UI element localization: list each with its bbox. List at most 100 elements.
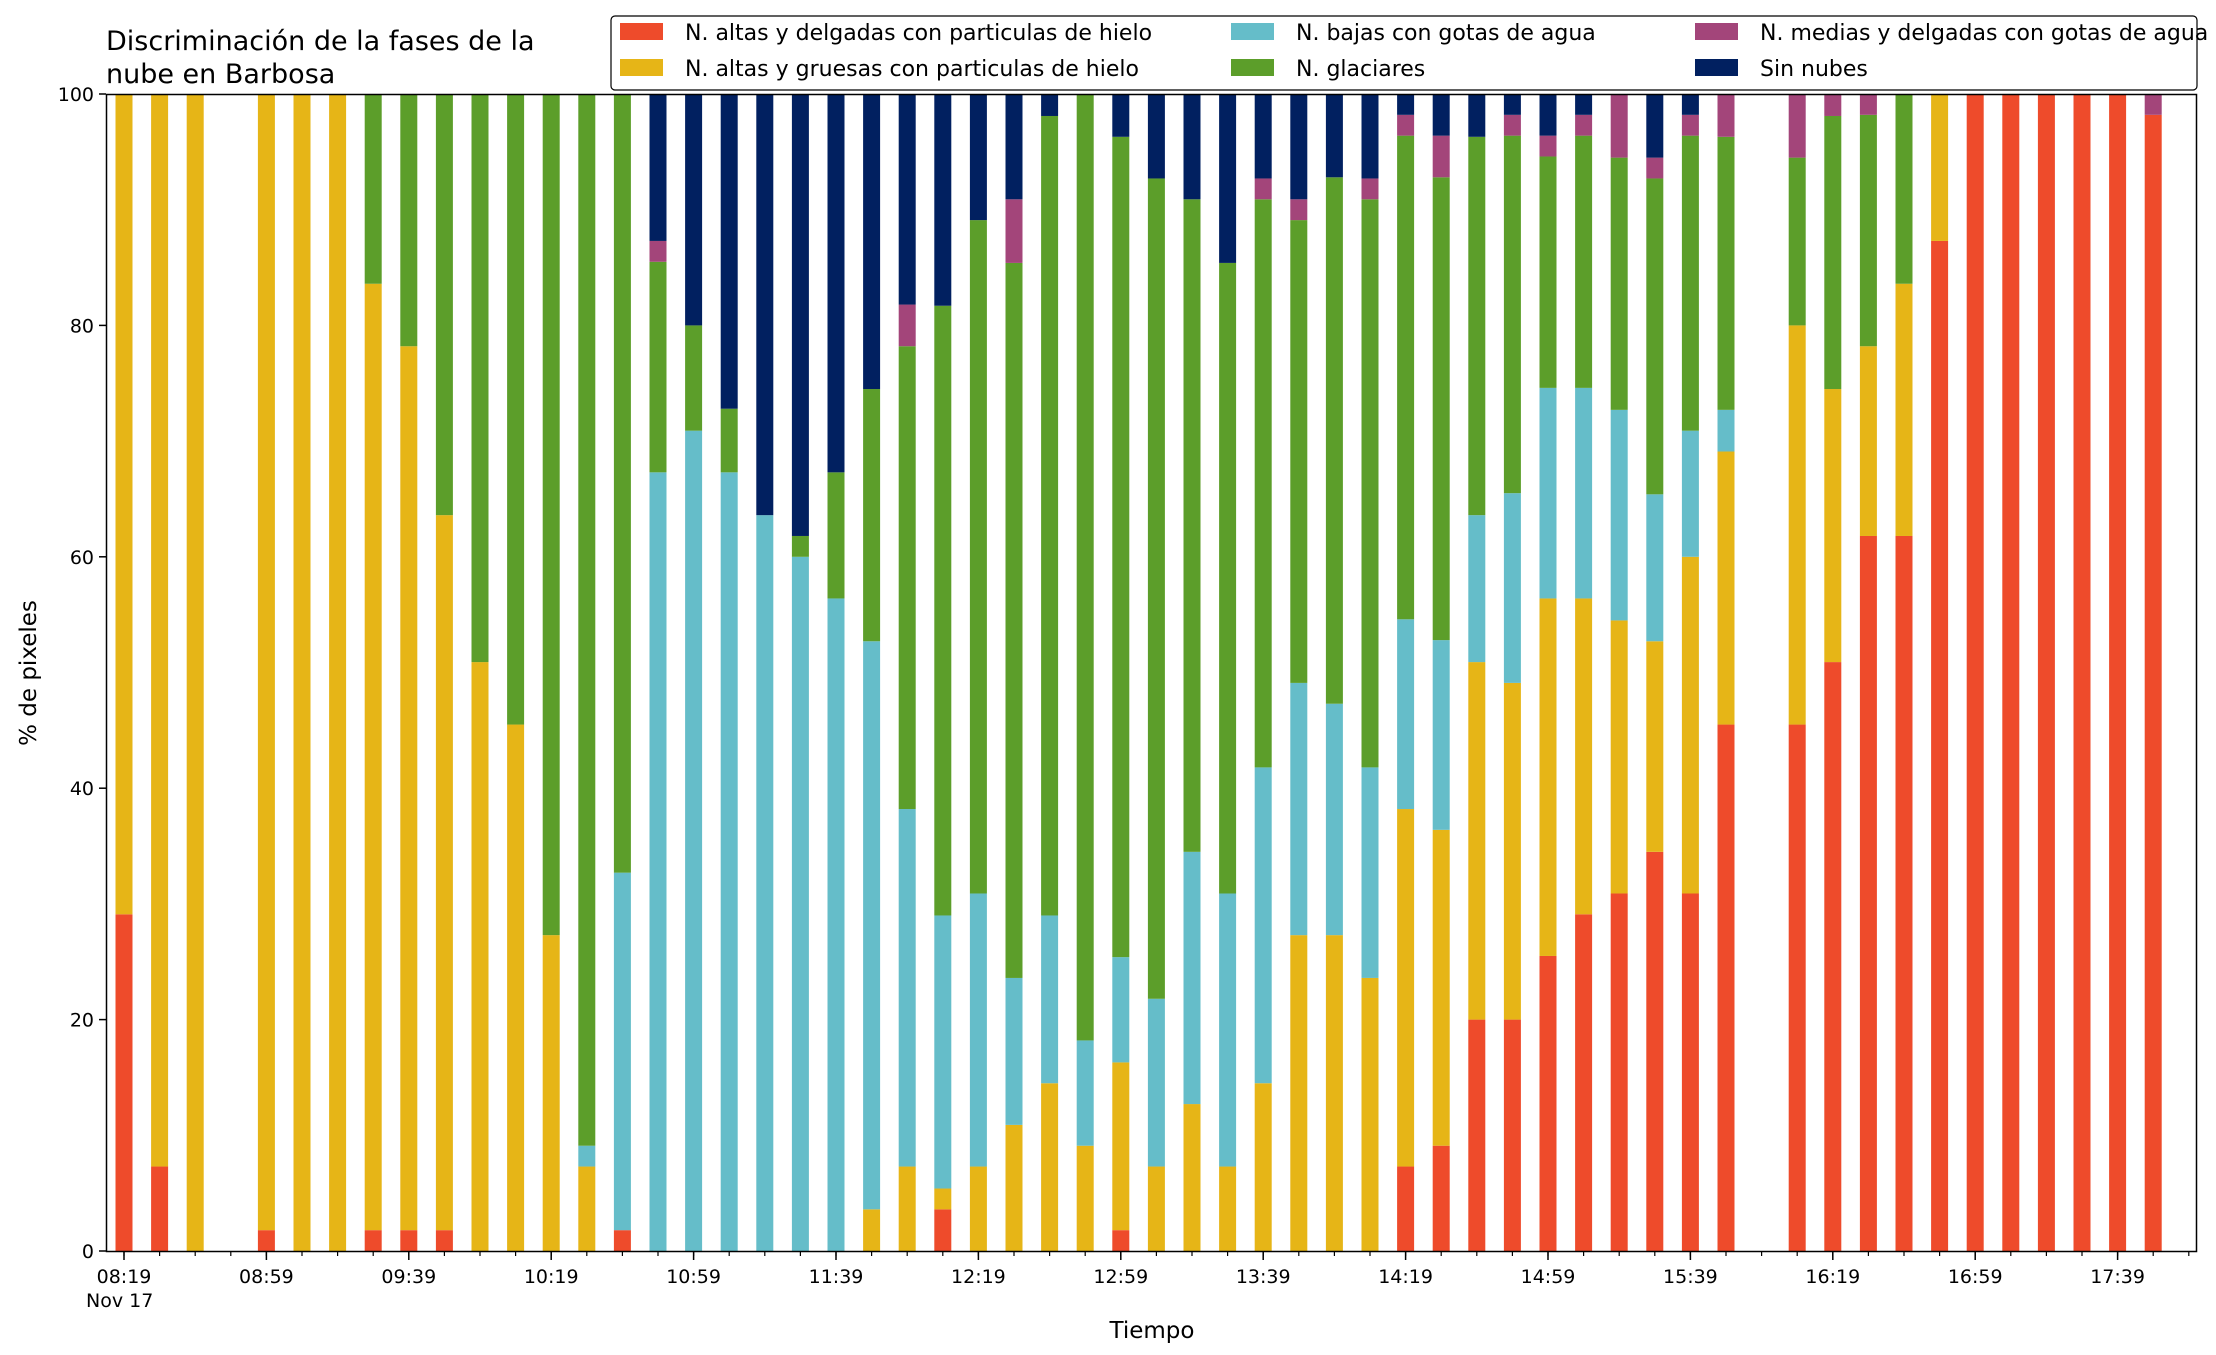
x-axis-label: Tiempo <box>1109 1318 1195 1344</box>
bar-segment-38-2 <box>1503 493 1521 683</box>
bar-segment-40-4 <box>1575 114 1593 136</box>
bar-segment-47-4 <box>1859 94 1877 115</box>
bar-segment-27-0 <box>1112 1230 1130 1251</box>
chart-title-line-1: Discriminación de la fases de la <box>106 26 535 57</box>
bar-segment-7-1 <box>400 346 418 1231</box>
bar-segment-48-3 <box>1895 94 1913 284</box>
bar-segment-34-1 <box>1361 977 1379 1251</box>
x-tick-label-7: 12:59 <box>1093 1266 1148 1288</box>
x-tick-label-14: 17:39 <box>2090 1266 2145 1288</box>
legend-label-1: N. altas y gruesas con particulas de hie… <box>685 57 1139 82</box>
bar-segment-39-2 <box>1539 387 1557 599</box>
bar-segment-23-5 <box>969 94 987 221</box>
bar-segment-44-2 <box>1717 409 1735 452</box>
bar-segment-49-0 <box>1931 240 1949 1251</box>
bar-segment-22-1 <box>934 1188 952 1210</box>
x-tick-label-6: 12:19 <box>951 1266 1006 1288</box>
bar-segment-42-4 <box>1646 157 1664 179</box>
bar-segment-24-5 <box>1005 94 1023 200</box>
bar-segment-26-3 <box>1076 94 1094 1041</box>
bar-segment-28-1 <box>1147 1166 1165 1251</box>
x-tick-label-13: 16:59 <box>1948 1266 2003 1288</box>
bar-segment-22-5 <box>934 94 952 306</box>
bar-segment-36-3 <box>1432 177 1450 641</box>
bar-segment-39-4 <box>1539 135 1557 157</box>
bar-segment-20-3 <box>863 389 881 642</box>
bar-segment-40-1 <box>1575 598 1593 915</box>
bar-segment-32-2 <box>1290 682 1308 936</box>
bar-segment-9-1 <box>471 662 489 1251</box>
bar-segment-25-3 <box>1041 115 1059 916</box>
bar-segment-19-5 <box>827 94 845 473</box>
plot-frame <box>105 93 2198 1253</box>
legend-swatch-0 <box>620 23 663 40</box>
y-tick-label-3: 60 <box>70 547 94 569</box>
bar-segment-40-2 <box>1575 387 1593 599</box>
bar-segment-22-0 <box>934 1209 952 1251</box>
bar-segment-37-5 <box>1468 94 1486 137</box>
x-tick-label-0: 08:19 <box>97 1266 152 1288</box>
bar-segment-32-1 <box>1290 935 1308 1251</box>
x-tick-label-2: 09:39 <box>381 1266 436 1288</box>
bar-segment-18-5 <box>791 94 809 536</box>
bar-segment-35-4 <box>1397 114 1415 136</box>
bar-segment-51-0 <box>2002 94 2020 1251</box>
bar-segment-13-2 <box>613 872 631 1231</box>
legend-swatch-5 <box>1695 59 1738 76</box>
bar-segment-23-2 <box>969 893 987 1167</box>
bar-segment-31-3 <box>1254 199 1272 768</box>
bar-segment-36-2 <box>1432 640 1450 830</box>
y-tick-label-0: 0 <box>82 1241 94 1263</box>
bar-segment-13-3 <box>613 94 631 873</box>
bar-segment-6-0 <box>364 1230 382 1251</box>
bar-segment-42-5 <box>1646 94 1664 158</box>
bar-segment-31-1 <box>1254 1083 1272 1251</box>
bar-segment-36-1 <box>1432 829 1450 1146</box>
bar-segment-3-0 <box>257 1230 275 1251</box>
bar-segment-34-5 <box>1361 94 1379 179</box>
x-tick-label-1: 08:59 <box>239 1266 294 1288</box>
bar-segment-35-0 <box>1397 1166 1415 1251</box>
bar-segment-27-5 <box>1112 94 1130 137</box>
bar-segment-44-0 <box>1717 724 1735 1251</box>
bar-segment-43-0 <box>1681 893 1699 1251</box>
bar-segment-0-0 <box>115 914 133 1251</box>
bar-segment-24-4 <box>1005 199 1023 263</box>
bar-segment-33-1 <box>1325 935 1343 1251</box>
bars-layer <box>115 94 2162 1252</box>
bar-segment-19-2 <box>827 598 845 1251</box>
bar-segment-29-1 <box>1183 1104 1201 1251</box>
bar-segment-14-3 <box>649 261 667 473</box>
bar-segment-21-3 <box>898 346 916 810</box>
bar-segment-15-5 <box>685 94 703 326</box>
bar-segment-47-1 <box>1859 346 1877 536</box>
legend-label-3: N. glaciares <box>1296 57 1425 82</box>
legend-swatch-2 <box>1231 23 1274 40</box>
bar-segment-41-1 <box>1610 620 1628 894</box>
bar-segment-46-3 <box>1824 115 1842 390</box>
bar-segment-26-1 <box>1076 1145 1094 1251</box>
x-axis-date-label: Nov 17 <box>86 1290 153 1312</box>
bar-segment-35-3 <box>1397 135 1415 620</box>
bar-segment-33-5 <box>1325 94 1343 178</box>
bar-segment-17-5 <box>756 94 774 516</box>
bar-segment-11-3 <box>542 94 560 936</box>
x-tick-label-4: 10:59 <box>666 1266 721 1288</box>
x-tick-label-5: 11:39 <box>809 1266 864 1288</box>
bar-segment-28-3 <box>1147 178 1165 999</box>
bar-segment-54-0 <box>2109 94 2127 1251</box>
bar-segment-12-2 <box>578 1145 596 1167</box>
bar-segment-39-5 <box>1539 94 1557 136</box>
bar-segment-20-5 <box>863 94 881 390</box>
bar-segment-11-1 <box>542 935 560 1251</box>
bar-segment-2-1 <box>186 94 204 1251</box>
bar-segment-10-1 <box>507 724 525 1251</box>
bar-segment-22-3 <box>934 305 952 916</box>
bar-segment-27-2 <box>1112 957 1130 1063</box>
bar-segment-30-5 <box>1219 94 1237 263</box>
legend-label-4: N. medias y delgadas con gotas de agua <box>1760 21 2208 46</box>
bar-segment-45-3 <box>1788 157 1806 326</box>
bar-segment-38-5 <box>1503 94 1521 115</box>
bar-segment-32-5 <box>1290 94 1308 200</box>
